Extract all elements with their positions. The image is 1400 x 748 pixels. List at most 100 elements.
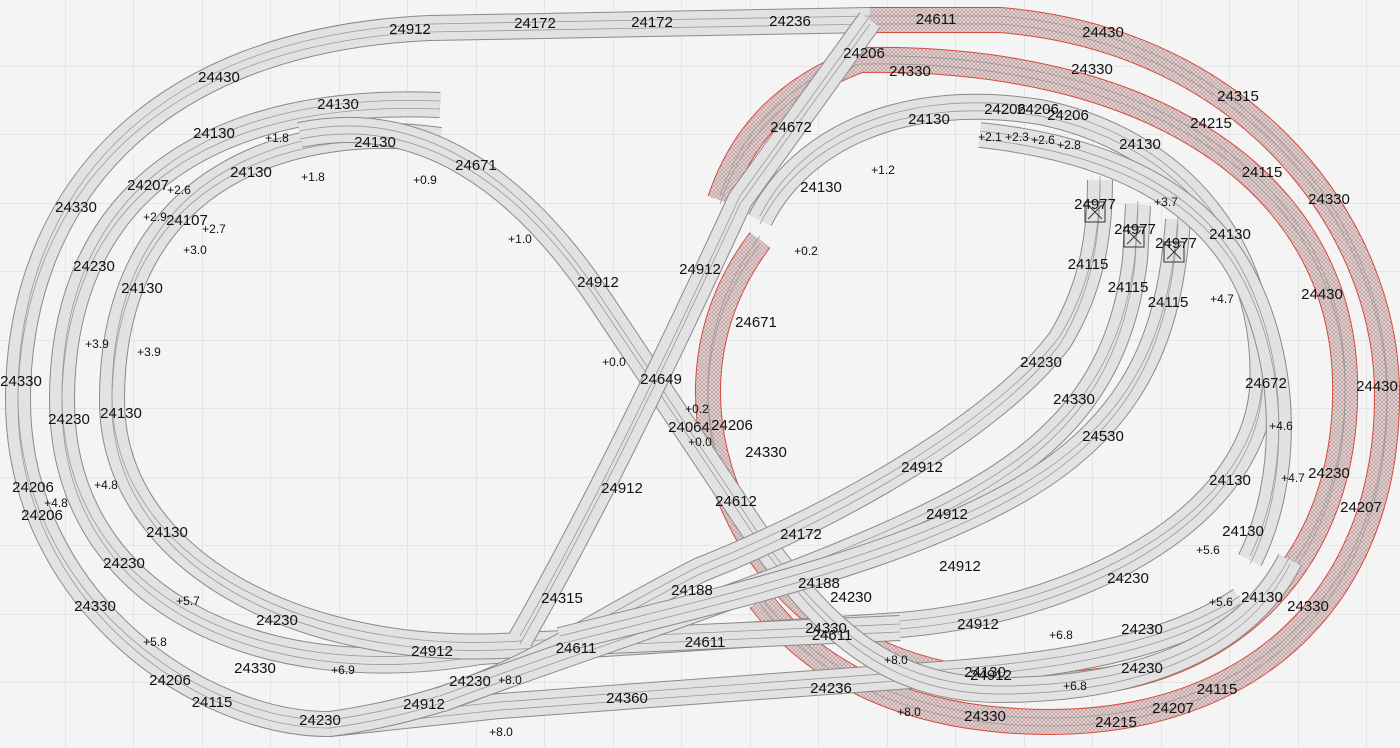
track-part-label: 24130 bbox=[1209, 226, 1251, 243]
track-part-label: 24206 bbox=[843, 45, 885, 62]
height-label: +3.7 bbox=[1154, 195, 1178, 209]
track-bed bbox=[750, 8, 1400, 735]
rail bbox=[17, 15, 1241, 721]
height-label: +8.0 bbox=[884, 653, 908, 667]
track-part-label: 24115 bbox=[1108, 279, 1149, 296]
track-part-label: 24912 bbox=[957, 616, 999, 633]
track-part-label: 24672 bbox=[770, 119, 812, 136]
rail bbox=[61, 107, 1263, 665]
track-part-label: 24130 bbox=[193, 125, 235, 142]
height-label: +1.2 bbox=[871, 163, 895, 177]
track-part-label: 24188 bbox=[798, 575, 840, 592]
track-part-label: 24912 bbox=[389, 21, 431, 38]
rail bbox=[759, 15, 1388, 719]
track-part-label: 24672 bbox=[1245, 375, 1287, 392]
track-part-label: 24330 bbox=[889, 63, 931, 80]
height-label: +2.3 bbox=[1005, 130, 1029, 144]
track-part-label: 24206 bbox=[1047, 107, 1089, 124]
track-part-label: 24430 bbox=[1356, 378, 1398, 395]
height-label: +3.0 bbox=[183, 243, 207, 257]
track-part-label: 24330 bbox=[74, 598, 116, 615]
height-label: +2.9 bbox=[143, 210, 167, 224]
track-part-label: 24230 bbox=[830, 589, 872, 606]
track-part-label: 24115 bbox=[1197, 681, 1238, 698]
buffer-stop bbox=[1084, 201, 1106, 223]
track-part-label: 24912 bbox=[901, 459, 943, 476]
height-label: +2.7 bbox=[202, 222, 226, 236]
track-part-label: 24430 bbox=[1082, 24, 1124, 41]
track-part-label: 24230 bbox=[1121, 621, 1163, 638]
track-part-label: 24430 bbox=[1301, 286, 1343, 303]
track-bed bbox=[49, 92, 1275, 673]
track-part-label: 24315 bbox=[541, 590, 583, 607]
track-part-label: 24330 bbox=[745, 444, 787, 461]
height-label: +0.2 bbox=[685, 402, 709, 416]
height-label: +1.0 bbox=[508, 232, 532, 246]
track-part-label: 24330 bbox=[0, 373, 42, 390]
height-label: +0.0 bbox=[688, 435, 712, 449]
track-part-label: 24912 bbox=[411, 643, 453, 660]
track-part-label: 24230 bbox=[48, 411, 90, 428]
track-part-label: 24207 bbox=[1152, 700, 1194, 717]
height-label: +2.1 bbox=[978, 130, 1002, 144]
track-part-label: 24115 bbox=[1242, 164, 1283, 181]
track-part-label: 24207 bbox=[127, 177, 169, 194]
height-label: +3.9 bbox=[85, 337, 109, 351]
track-part-label: 24230 bbox=[73, 258, 115, 275]
track-part-label: 24130 bbox=[908, 111, 950, 128]
height-label: +8.0 bbox=[897, 705, 921, 719]
track-part-label: 24172 bbox=[514, 15, 556, 32]
height-label: +2.6 bbox=[167, 183, 191, 197]
buffer-stop bbox=[1123, 226, 1145, 248]
track-part-label: 24612 bbox=[715, 493, 757, 510]
track-part-label: 24671 bbox=[455, 157, 497, 174]
track-bed bbox=[5, 8, 1247, 737]
track-part-label: 24107 bbox=[166, 212, 208, 229]
track-part-label: 24330 bbox=[1308, 191, 1350, 208]
track-part-label: 24530 bbox=[1082, 428, 1124, 445]
track-part-label: 24230 bbox=[256, 612, 298, 629]
rail bbox=[519, 23, 871, 645]
height-label: +2.8 bbox=[1057, 138, 1081, 152]
buffer-stop-cross bbox=[1126, 229, 1142, 245]
buffer-stop-cross bbox=[1087, 204, 1103, 220]
track-part-label: 24912 bbox=[601, 480, 643, 497]
track-part-label: 24330 bbox=[55, 199, 97, 216]
track-part-label: 24671 bbox=[735, 314, 777, 331]
track-part-label: 24130 bbox=[1209, 472, 1251, 489]
track-bed bbox=[509, 12, 880, 646]
height-label: +6.8 bbox=[1063, 679, 1087, 693]
track-part-label: 24430 bbox=[198, 69, 240, 86]
height-label: +4.8 bbox=[94, 478, 118, 492]
track-part-label: 24236 bbox=[810, 680, 852, 697]
height-label: +1.8 bbox=[301, 170, 325, 184]
height-label: +5.7 bbox=[176, 594, 200, 608]
track-part-label: 24230 bbox=[1121, 660, 1163, 677]
track-part-label: 24230 bbox=[103, 555, 145, 572]
height-label: +8.0 bbox=[489, 725, 513, 739]
height-label: +1.8 bbox=[265, 131, 289, 145]
track-part-label: 24130 bbox=[964, 664, 1006, 681]
track-part-label: 24977 bbox=[1074, 196, 1116, 213]
track-part-label: 24230 bbox=[1020, 354, 1062, 371]
track-part-label: 24330 bbox=[234, 660, 276, 677]
track-part-label: 24172 bbox=[631, 14, 673, 31]
rail bbox=[979, 130, 1280, 557]
track-part-label: 24611 bbox=[812, 627, 853, 644]
track-part-label: 24230 bbox=[1308, 465, 1350, 482]
track-part-label: 24188 bbox=[671, 582, 713, 599]
track-part-label: 24130 bbox=[146, 524, 188, 541]
track-bed bbox=[978, 123, 1291, 566]
rail bbox=[17, 23, 1241, 729]
height-label: +2.6 bbox=[1031, 133, 1055, 147]
track-part-label: 24912 bbox=[926, 506, 968, 523]
track-part-label: 24611 bbox=[685, 634, 726, 651]
track-part-label: 24206 bbox=[1017, 101, 1059, 118]
height-label: +5.6 bbox=[1196, 543, 1220, 557]
track-part-label: 24130 bbox=[1119, 136, 1161, 153]
track-part-label: 24115 bbox=[1068, 256, 1109, 273]
height-label: +5.8 bbox=[143, 635, 167, 649]
rail bbox=[519, 15, 871, 637]
